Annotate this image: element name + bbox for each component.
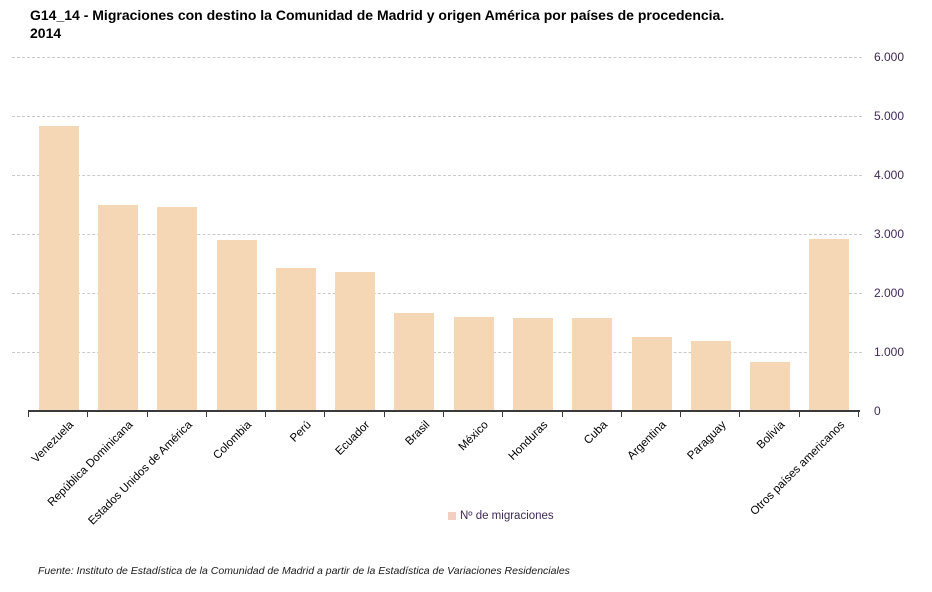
x-axis-label: Estados Unidos de América — [86, 419, 195, 528]
x-axis-tick — [680, 412, 682, 417]
bar-estados-unidos-de-américa — [157, 207, 198, 411]
x-axis-tick — [620, 412, 622, 417]
x-axis-tick — [561, 412, 563, 417]
x-axis-tick — [858, 412, 859, 417]
bar-venezuela — [38, 126, 79, 411]
gridline — [12, 175, 862, 176]
bar-argentina — [631, 336, 672, 411]
bar-bolivia — [750, 362, 791, 411]
x-axis-tick — [739, 412, 741, 417]
x-axis-line — [28, 410, 860, 412]
x-axis-tick — [205, 412, 207, 417]
y-axis-label: 6.000 — [874, 50, 905, 64]
gridline — [12, 57, 862, 58]
x-axis-label: Perú — [287, 419, 314, 445]
bar-méxico — [453, 317, 494, 411]
legend-label: Nº de migraciones — [460, 510, 554, 522]
y-axis-label: 3.000 — [874, 227, 905, 241]
gridline — [12, 116, 862, 117]
y-axis-label: 5.000 — [874, 109, 905, 123]
bar-república-dominicana — [97, 204, 138, 411]
x-axis-tick — [324, 412, 326, 417]
x-axis-tick — [265, 412, 267, 417]
x-axis-label: Colombia — [211, 419, 254, 462]
x-axis-tick — [798, 412, 800, 417]
y-axis-label: 2.000 — [874, 286, 905, 300]
bar-cuba — [572, 318, 613, 411]
bar-honduras — [512, 318, 553, 411]
x-axis-tick — [87, 412, 89, 417]
x-axis-tick — [28, 412, 29, 417]
x-axis-label: Argentina — [625, 419, 669, 463]
x-axis-label: Ecuador — [333, 419, 373, 458]
bar-brasil — [394, 313, 435, 411]
x-axis-tick — [383, 412, 385, 417]
x-axis-label: Bolivia — [755, 419, 788, 452]
y-axis-label: 1.000 — [874, 345, 905, 359]
gridline — [12, 352, 862, 353]
legend-swatch-icon — [448, 512, 456, 520]
gridline — [12, 234, 862, 235]
x-axis-label: Paraguay — [684, 419, 729, 463]
source-note: Fuente: Instituto de Estadística de la C… — [38, 565, 570, 577]
x-axis-tick — [443, 412, 444, 417]
bar-paraguay — [690, 340, 731, 411]
bar-ecuador — [335, 272, 376, 411]
legend: Nº de migraciones — [448, 510, 554, 522]
x-axis-label: Cuba — [581, 419, 610, 447]
x-axis-tick — [146, 412, 148, 417]
x-axis-label: Brasil — [403, 419, 432, 448]
x-axis-label: Venezuela — [29, 419, 77, 466]
y-axis-label: 4.000 — [874, 168, 905, 182]
bar-otros-países-americanos — [809, 238, 850, 411]
chart-title: G14_14 - Migraciones con destino la Comu… — [30, 7, 725, 42]
y-axis-label: 0 — [874, 404, 881, 418]
bar-perú — [275, 268, 316, 411]
gridline — [12, 293, 862, 294]
x-axis-label: México — [456, 419, 492, 454]
bar-colombia — [216, 239, 257, 411]
x-axis-label: Honduras — [506, 419, 551, 463]
x-axis-tick — [502, 412, 504, 417]
